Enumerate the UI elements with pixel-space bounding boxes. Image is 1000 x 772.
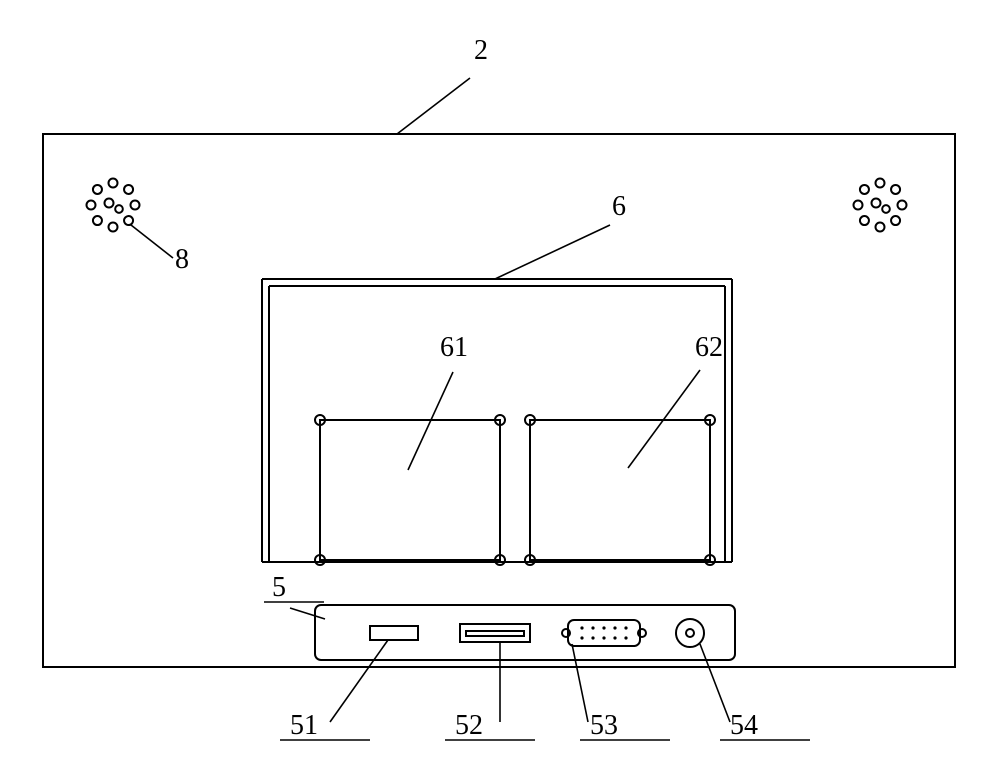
- label-53: 53: [590, 710, 618, 742]
- label-54: 54: [730, 710, 758, 742]
- label-61: 61: [440, 332, 468, 364]
- label-51: 51: [290, 710, 318, 742]
- label-8: 8: [175, 244, 189, 276]
- label-62: 62: [695, 332, 723, 364]
- label-6: 6: [612, 191, 626, 223]
- diagram-svg: [0, 0, 1000, 772]
- diagram-container: 2 6 8 61 62 5 51 52 53 54: [0, 0, 1000, 772]
- label-5: 5: [272, 572, 286, 604]
- label-2: 2: [474, 35, 488, 67]
- label-52: 52: [455, 710, 483, 742]
